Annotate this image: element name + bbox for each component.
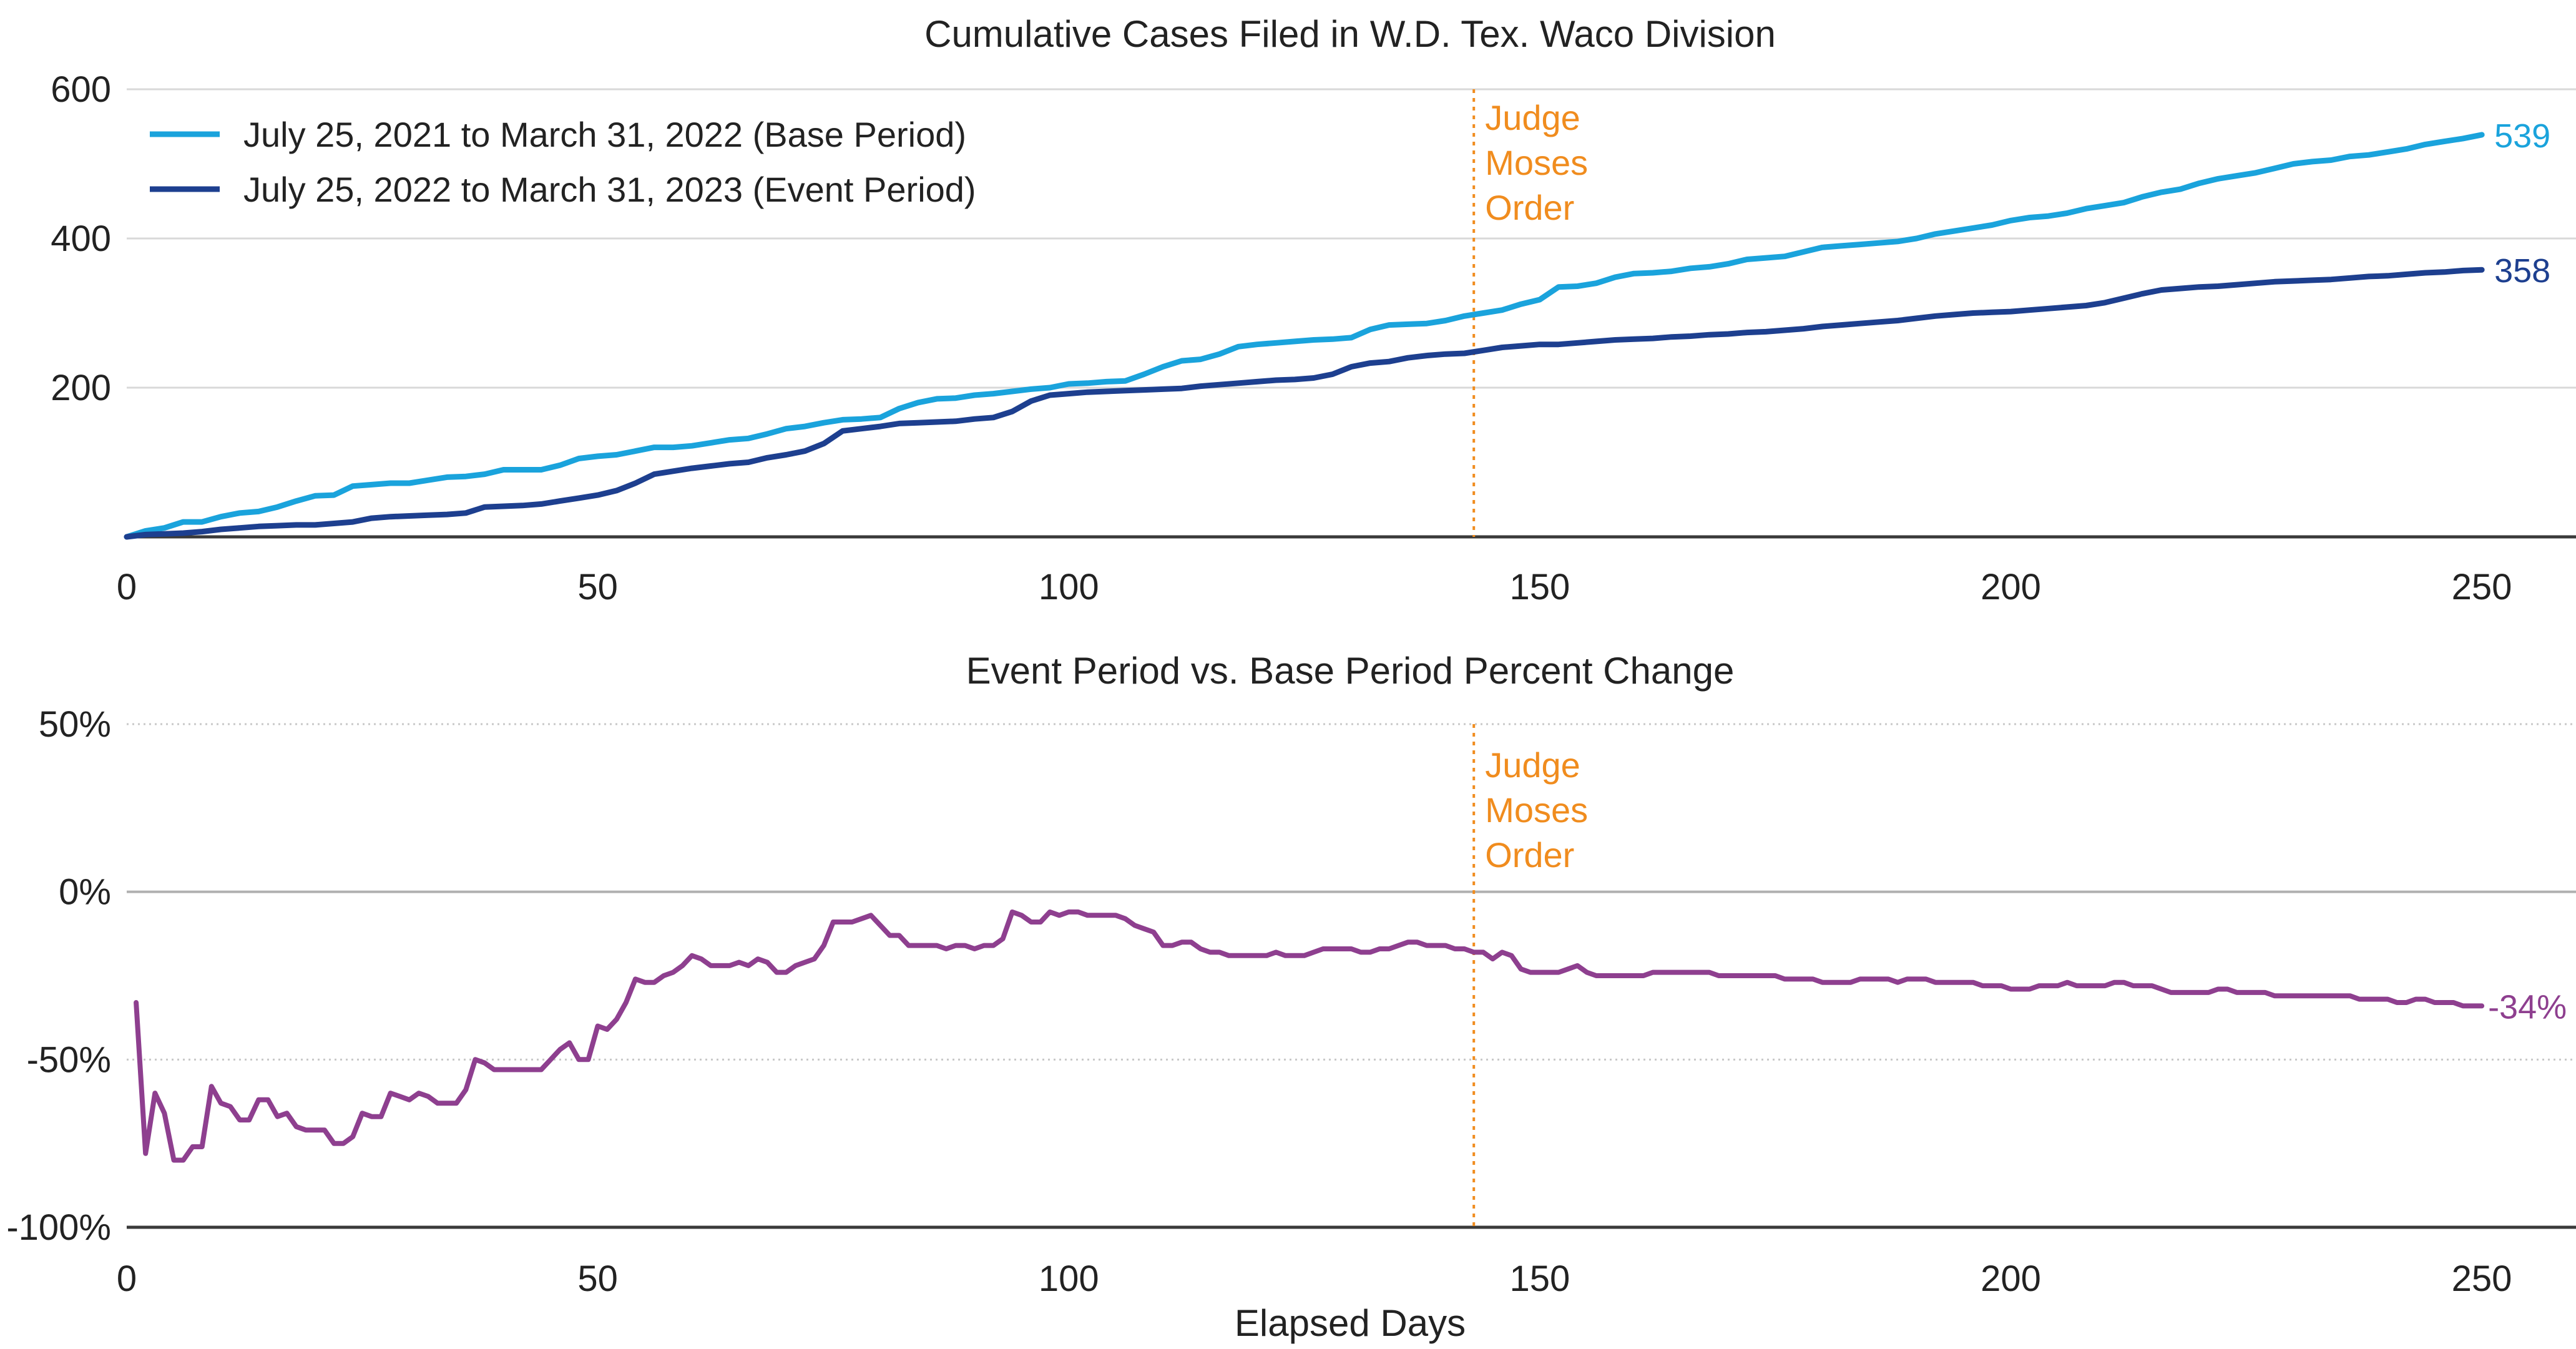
annotation-label: Order <box>1485 188 1574 227</box>
legend-label: July 25, 2021 to March 31, 2022 (Base Pe… <box>243 115 966 154</box>
bottom-series-lines <box>136 912 2482 1160</box>
bottom-y-tick-labels: 50% 0% -50% -100% <box>6 704 111 1248</box>
annotation-label: Order <box>1485 835 1574 875</box>
x-axis-label: Elapsed Days <box>1235 1302 1466 1344</box>
bottom-annotation: Judge Moses Order <box>1474 724 1588 1227</box>
end-label-event-period: 358 <box>2494 252 2550 290</box>
series-line-percent-change <box>136 912 2482 1160</box>
bottom-x-tick-label: 250 <box>2452 1258 2512 1299</box>
bottom-x-tick-label: 50 <box>577 1258 618 1299</box>
bottom-gridlines <box>127 724 2576 1227</box>
bottom-y-tick-label: 0% <box>59 872 111 913</box>
legend-label: July 25, 2022 to March 31, 2023 (Event P… <box>243 170 976 209</box>
top-x-tick-label: 100 <box>1039 567 1099 607</box>
top-panel: Cumulative Cases Filed in W.D. Tex. Waco… <box>51 13 2576 607</box>
top-x-tick-label: 200 <box>1981 567 2041 607</box>
bottom-x-tick-label: 0 <box>117 1258 137 1299</box>
bottom-x-tick-label: 200 <box>1981 1258 2041 1299</box>
bottom-x-tick-label: 100 <box>1039 1258 1099 1299</box>
top-x-tick-labels: 0 50 100 150 200 250 <box>117 567 2512 607</box>
annotation-label: Moses <box>1485 143 1588 182</box>
bottom-chart-title: Event Period vs. Base Period Percent Cha… <box>966 650 1735 692</box>
bottom-x-tick-label: 150 <box>1509 1258 1570 1299</box>
top-y-tick-label: 400 <box>51 218 111 259</box>
top-x-tick-label: 0 <box>117 567 137 607</box>
top-y-tick-label: 600 <box>51 69 111 110</box>
annotation-label: Judge <box>1485 745 1580 785</box>
legend: July 25, 2021 to March 31, 2022 (Base Pe… <box>150 115 976 209</box>
bottom-end-labels: -34% <box>2488 988 2567 1026</box>
bottom-y-tick-label: 50% <box>39 704 111 745</box>
bottom-x-tick-labels: 0 50 100 150 200 250 <box>117 1258 2512 1299</box>
end-label-percent-change: -34% <box>2488 988 2567 1026</box>
top-x-tick-label: 50 <box>577 567 618 607</box>
bottom-y-tick-label: -50% <box>27 1039 111 1080</box>
annotation-label: Judge <box>1485 98 1580 137</box>
bottom-y-tick-label: -100% <box>6 1207 111 1248</box>
top-end-labels: 539 358 <box>2494 117 2550 290</box>
top-x-tick-label: 150 <box>1509 567 1570 607</box>
top-x-tick-label: 250 <box>2452 567 2512 607</box>
end-label-base-period: 539 <box>2494 117 2550 155</box>
annotation-label: Moses <box>1485 790 1588 830</box>
top-y-tick-label: 200 <box>51 368 111 408</box>
bottom-panel: Event Period vs. Base Period Percent Cha… <box>6 650 2576 1344</box>
series-line-event-period <box>127 270 2482 537</box>
top-chart-title: Cumulative Cases Filed in W.D. Tex. Waco… <box>924 13 1776 55</box>
top-y-tick-labels: 200 400 600 <box>51 69 111 408</box>
